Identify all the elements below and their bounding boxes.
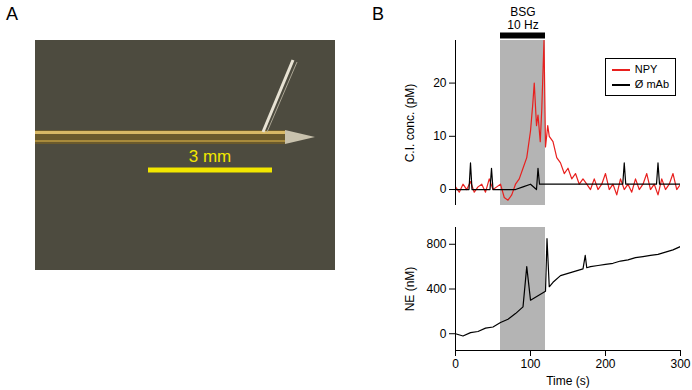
svg-text:10 Hz: 10 Hz: [507, 18, 538, 32]
html-text:Ø mAb: Ø mAb: [634, 78, 669, 90]
svg-text:20: 20: [433, 76, 447, 90]
svg-text:10: 10: [433, 129, 447, 143]
svg-text:0: 0: [440, 327, 447, 341]
svg-text:300: 300: [670, 357, 690, 371]
svg-text:C.I. conc. (pM): C.I. conc. (pM): [403, 84, 417, 163]
svg-text:200: 200: [595, 357, 615, 371]
svg-text:100: 100: [520, 357, 540, 371]
html-text:NPY: NPY: [634, 63, 658, 75]
svg-text:0: 0: [440, 182, 447, 196]
svg-text:0: 0: [452, 357, 459, 371]
svg-text:NE (nM): NE (nM): [403, 267, 417, 312]
html-text:A: A: [6, 4, 18, 24]
svg-text:Time (s): Time (s): [546, 374, 590, 388]
svg-text:800: 800: [426, 237, 446, 251]
html-text:B: B: [372, 4, 384, 24]
svg-text:400: 400: [426, 282, 446, 296]
svg-text:BSG: BSG: [510, 5, 535, 19]
svg-text:3 mm: 3 mm: [189, 147, 232, 166]
